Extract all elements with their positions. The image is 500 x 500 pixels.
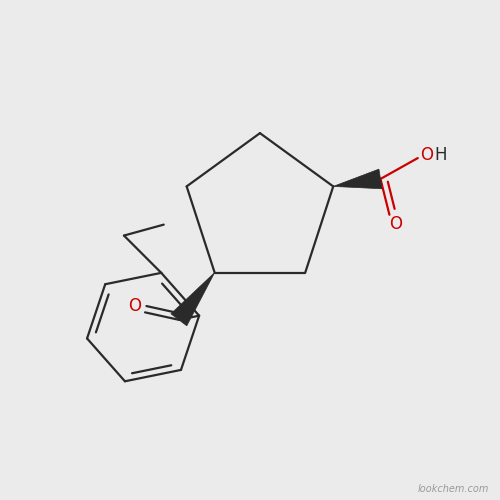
Text: H: H xyxy=(434,146,446,164)
Text: O: O xyxy=(420,146,434,164)
Text: lookchem.com: lookchem.com xyxy=(418,484,488,494)
Text: O: O xyxy=(389,214,402,232)
Text: O: O xyxy=(128,298,141,316)
Polygon shape xyxy=(171,272,214,326)
Polygon shape xyxy=(333,169,382,189)
